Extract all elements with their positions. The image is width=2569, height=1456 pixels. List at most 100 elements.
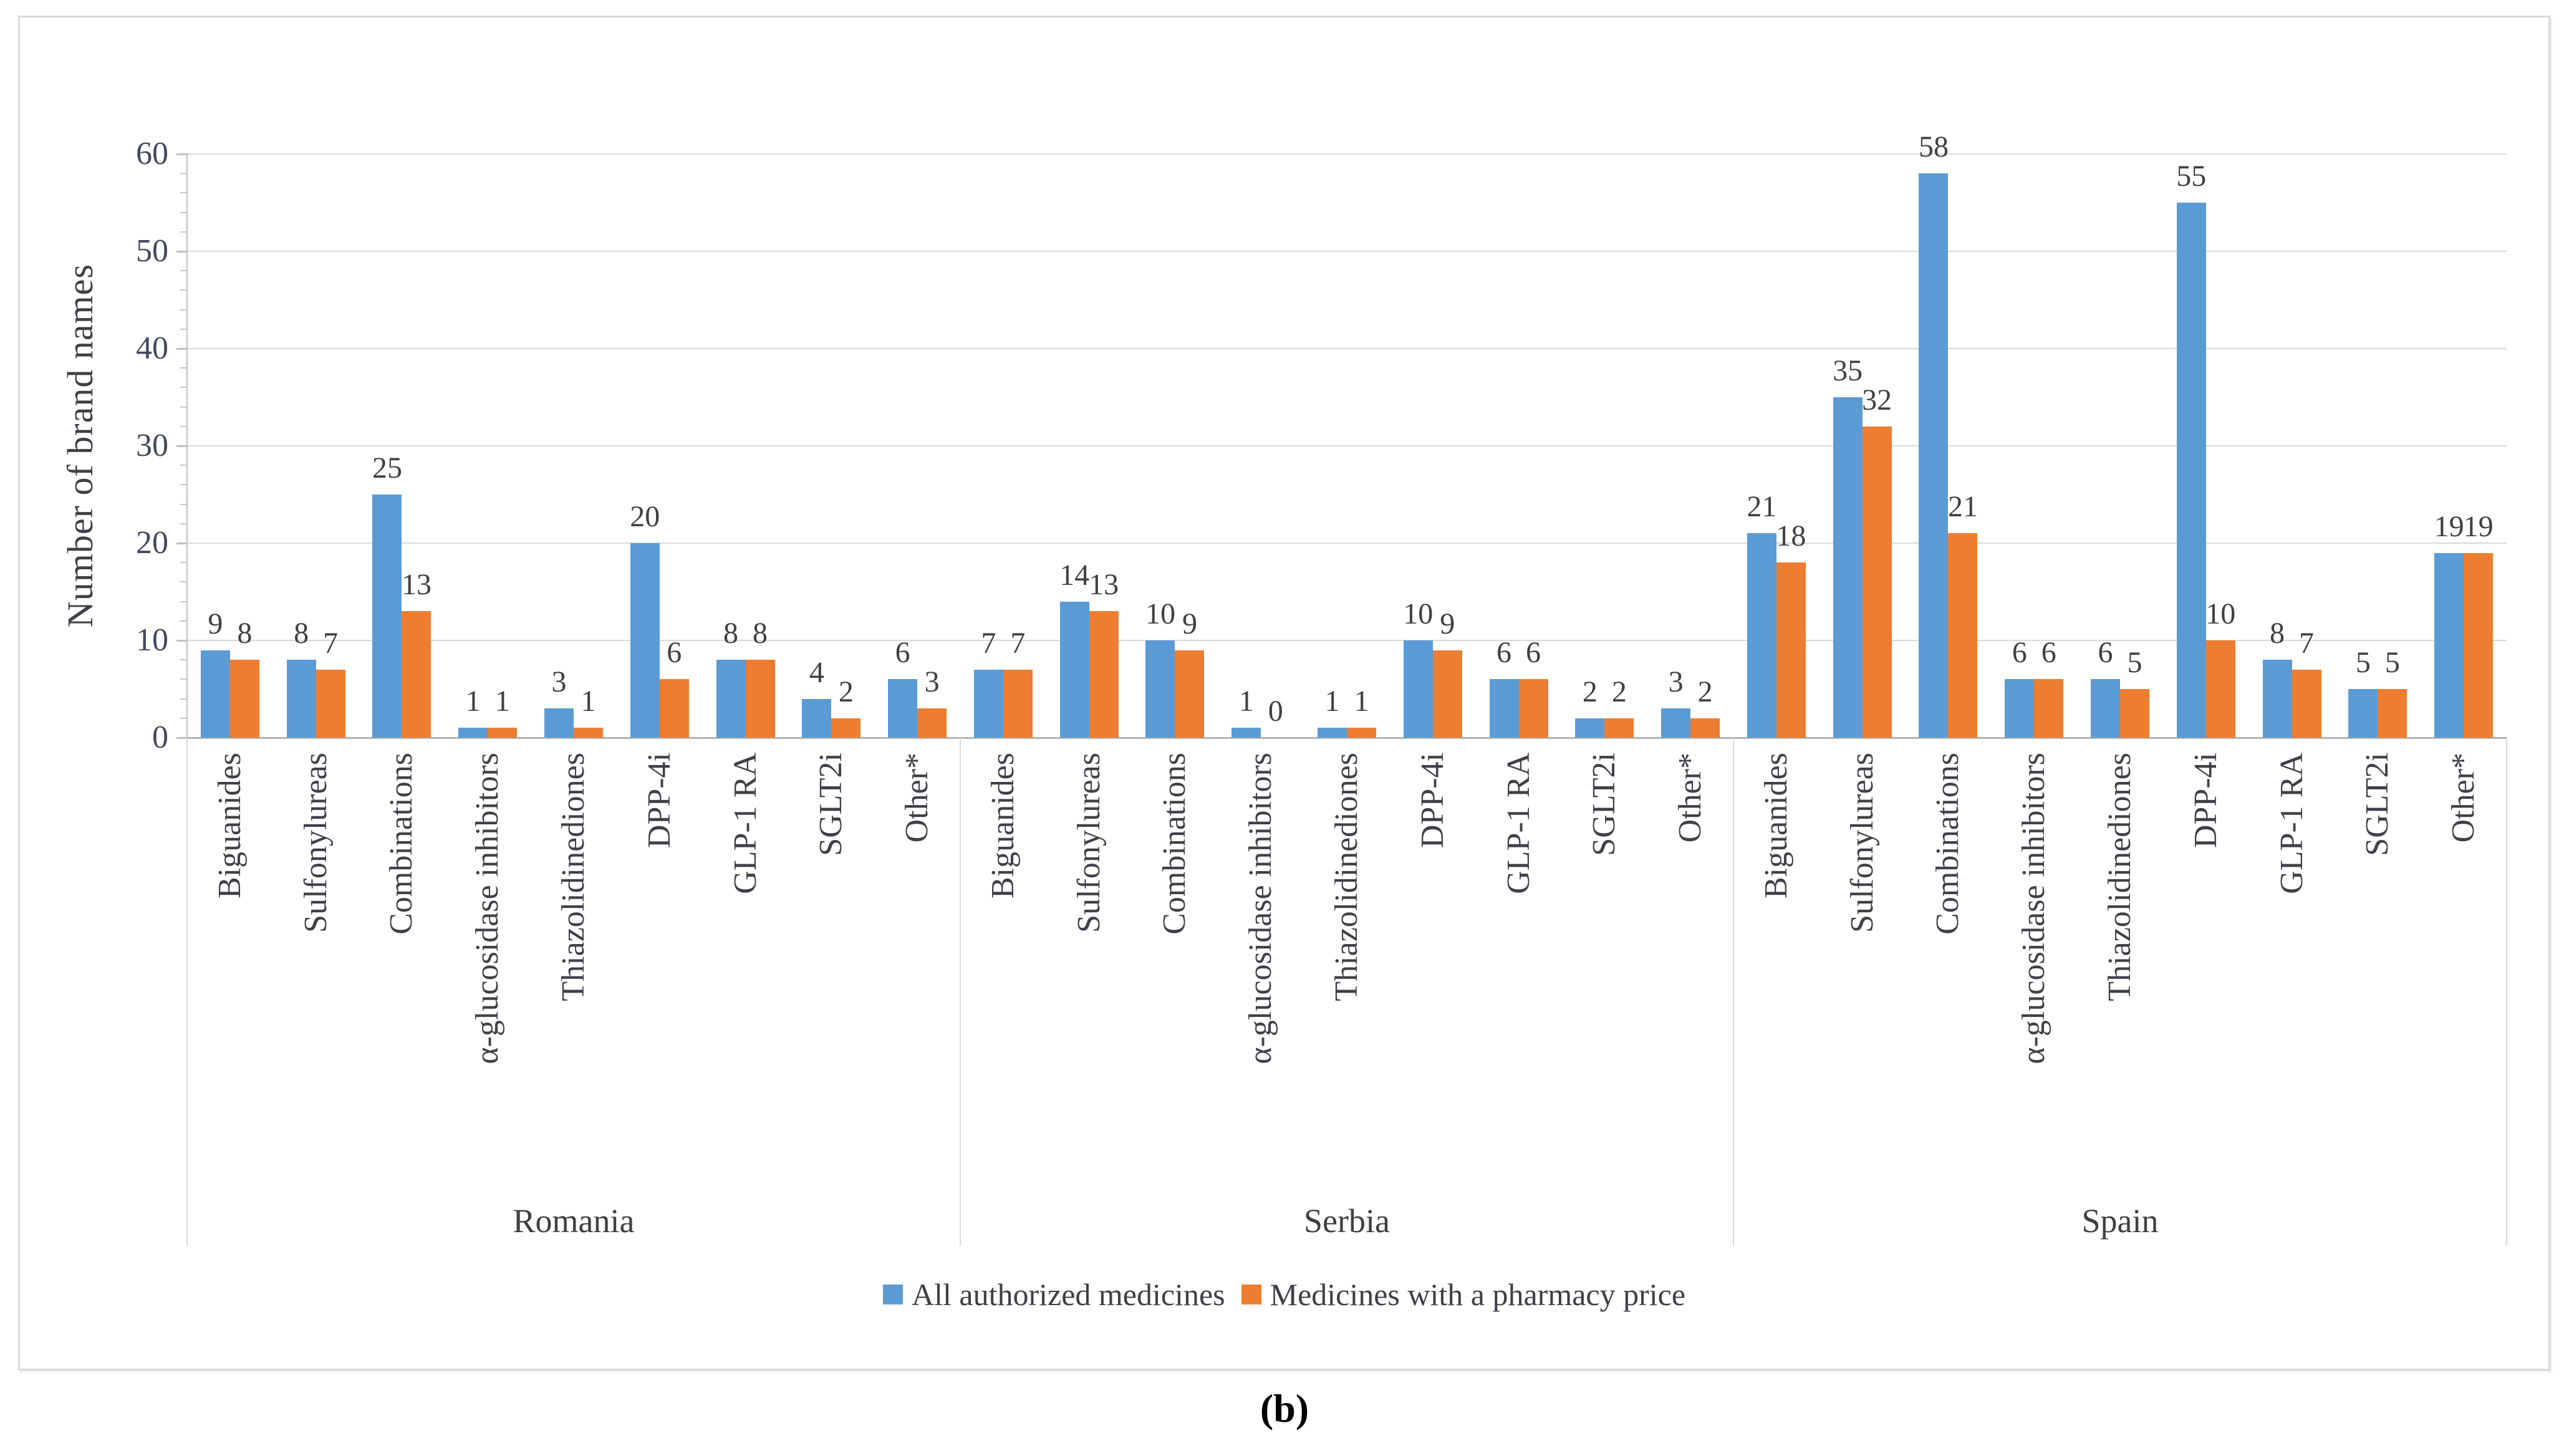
- category-label: α-glucosidase inhibitors: [1243, 753, 1279, 1064]
- bar-value-label: 10: [1145, 597, 1175, 630]
- bar-value-label: 6: [2041, 636, 2056, 670]
- bar-medicines-with-pharmacy-price: [2120, 689, 2149, 738]
- bar-value-label: 1: [1238, 685, 1254, 718]
- bar-value-label: 6: [895, 636, 910, 670]
- y-axis-minor-tick: [180, 289, 187, 291]
- bar-value-label: 6: [1526, 636, 1541, 670]
- bar-medicines-with-pharmacy-price: [488, 728, 518, 738]
- bar-value-label: 7: [323, 626, 339, 660]
- bar-medicines-with-pharmacy-price: [659, 679, 689, 738]
- bar-all-authorized-medicines: [888, 679, 918, 738]
- bar-all-authorized-medicines: [716, 660, 746, 738]
- y-tick-label: 30: [136, 428, 168, 463]
- y-axis-tick: [176, 542, 187, 544]
- y-axis-minor-tick: [180, 387, 187, 388]
- category-label: α-glucosidase inhibitors: [470, 753, 506, 1064]
- bar-value-label: 58: [1918, 130, 1949, 164]
- bar-all-authorized-medicines: [2434, 552, 2464, 738]
- bar-medicines-with-pharmacy-price: [229, 660, 259, 738]
- category-label: GLP-1 RA: [727, 753, 763, 894]
- bar-value-label: 4: [809, 655, 824, 689]
- bar-medicines-with-pharmacy-price: [1089, 611, 1119, 738]
- bar-medicines-with-pharmacy-price: [1518, 679, 1548, 738]
- bar-value-label: 19: [2463, 509, 2494, 543]
- category-label: SGLT2i: [2359, 753, 2396, 856]
- y-axis-tick: [176, 251, 187, 253]
- bar-value-label: 8: [237, 617, 253, 650]
- bar-all-authorized-medicines: [1145, 640, 1175, 738]
- y-tick-label: 20: [136, 525, 168, 561]
- y-tick-label: 0: [152, 720, 168, 755]
- bar-value-label: 13: [401, 568, 431, 602]
- bar-value-label: 5: [2384, 646, 2400, 679]
- y-axis-minor-tick: [180, 367, 187, 369]
- y-axis-minor-tick: [180, 309, 187, 311]
- bar-medicines-with-pharmacy-price: [2292, 669, 2321, 738]
- country-divider-line: [2506, 738, 2507, 1246]
- bar-value-label: 14: [1059, 558, 1090, 592]
- y-axis-tick: [176, 737, 187, 739]
- category-label: GLP-1 RA: [2273, 753, 2310, 894]
- bar-medicines-with-pharmacy-price: [2378, 689, 2408, 738]
- bar-medicines-with-pharmacy-price: [574, 728, 603, 738]
- category-label: SGLT2i: [813, 753, 849, 856]
- country-divider-line: [960, 738, 961, 1246]
- bar-value-label: 20: [630, 500, 660, 533]
- bar-value-label: 10: [2205, 597, 2236, 630]
- gridline: [187, 542, 2507, 544]
- gridline: [187, 640, 2507, 641]
- country-group-label: Spain: [2081, 1202, 2159, 1240]
- bar-value-label: 21: [1747, 490, 1777, 524]
- y-axis-minor-tick: [180, 717, 187, 719]
- y-axis-minor-tick: [180, 231, 187, 233]
- bar-medicines-with-pharmacy-price: [1776, 562, 1806, 738]
- gridline: [187, 153, 2507, 155]
- bar-medicines-with-pharmacy-price: [1432, 650, 1462, 738]
- bar-medicines-with-pharmacy-price: [402, 611, 431, 738]
- bar-value-label: 8: [723, 617, 739, 650]
- legend-item-medicines-with-pharmacy-price: Medicines with a pharmacy price: [1241, 1277, 1685, 1312]
- category-label: Other*: [1672, 753, 1709, 843]
- bar-value-label: 18: [1776, 519, 1806, 553]
- bar-value-label: 19: [2434, 509, 2464, 543]
- bar-all-authorized-medicines: [458, 728, 488, 738]
- bar-all-authorized-medicines: [1661, 708, 1691, 738]
- bar-value-label: 13: [1089, 568, 1119, 602]
- category-label: Biguanides: [985, 753, 1021, 899]
- bar-value-label: 35: [1833, 354, 1863, 387]
- bar-all-authorized-medicines: [802, 698, 832, 738]
- category-label: Other*: [899, 753, 935, 843]
- category-label: Thiazolidinediones: [2102, 753, 2138, 1001]
- bar-value-label: 55: [2176, 160, 2207, 193]
- bar-value-label: 21: [1947, 490, 1978, 524]
- bar-all-authorized-medicines: [2348, 689, 2378, 738]
- bar-all-authorized-medicines: [1575, 718, 1605, 738]
- legend: All authorized medicines Medicines with …: [20, 1277, 2548, 1312]
- category-label: Sulfonylureas: [1071, 753, 1107, 933]
- bar-value-label: 32: [1862, 383, 1892, 417]
- bar-value-label: 8: [294, 617, 309, 650]
- bar-value-label: 7: [1010, 626, 1026, 660]
- category-label: Biguanides: [211, 753, 248, 899]
- y-axis-minor-tick: [180, 211, 187, 213]
- bar-medicines-with-pharmacy-price: [745, 660, 775, 738]
- bar-value-label: 6: [2098, 636, 2113, 670]
- category-label: Other*: [2446, 753, 2482, 843]
- y-axis-minor-tick: [180, 562, 187, 564]
- bar-all-authorized-medicines: [1747, 533, 1776, 738]
- bar-all-authorized-medicines: [286, 660, 316, 738]
- y-axis-minor-tick: [180, 270, 187, 272]
- bar-value-label: 6: [667, 636, 682, 670]
- bar-medicines-with-pharmacy-price: [1690, 718, 1720, 738]
- bar-medicines-with-pharmacy-price: [831, 718, 861, 738]
- y-axis-minor-tick: [180, 173, 187, 175]
- y-tick-label: 40: [136, 330, 168, 366]
- bar-all-authorized-medicines: [200, 650, 230, 738]
- y-axis-minor-tick: [180, 465, 187, 466]
- bar-all-authorized-medicines: [2091, 679, 2120, 738]
- bar-all-authorized-medicines: [2005, 679, 2035, 738]
- legend-label: All authorized medicines: [911, 1277, 1225, 1312]
- bar-medicines-with-pharmacy-price: [1862, 426, 1892, 738]
- y-axis-minor-tick: [180, 581, 187, 583]
